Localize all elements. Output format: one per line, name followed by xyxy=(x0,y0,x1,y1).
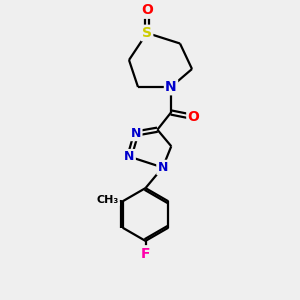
Text: CH₃: CH₃ xyxy=(97,195,119,205)
Text: N: N xyxy=(131,127,141,140)
Text: N: N xyxy=(158,161,168,174)
Text: N: N xyxy=(165,80,177,94)
Text: N: N xyxy=(124,150,135,163)
Text: O: O xyxy=(188,110,200,124)
Text: F: F xyxy=(141,247,150,260)
Text: S: S xyxy=(142,26,152,40)
Text: O: O xyxy=(141,4,153,17)
